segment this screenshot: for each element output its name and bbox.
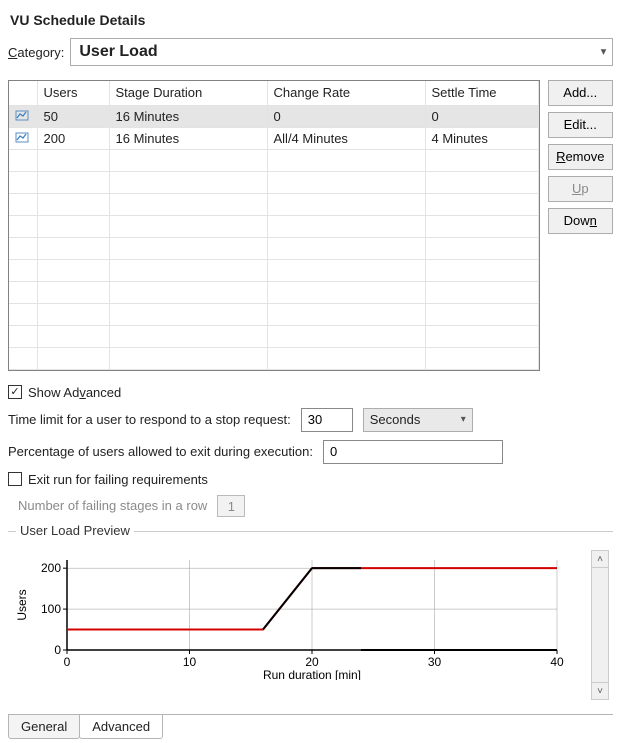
stage-icon <box>9 105 37 127</box>
svg-text:0: 0 <box>54 643 61 657</box>
svg-text:Users: Users <box>15 589 29 620</box>
table-row: . <box>9 325 538 347</box>
user-load-chart: 0 100 200 0 10 20 30 40 Users Run duration [min] <box>12 550 591 700</box>
preview-title: User Load Preview <box>16 523 134 538</box>
scroll-up-icon[interactable]: ˄ <box>592 551 608 568</box>
chevron-down-icon: ▾ <box>461 414 466 425</box>
category-select[interactable]: User Load ▾ <box>70 38 613 66</box>
timelimit-label: Time limit for a user to respond to a st… <box>8 412 291 427</box>
table-row: . <box>9 237 538 259</box>
failing-count-label: Number of failing stages in a row <box>18 498 207 513</box>
add-button[interactable]: Add... <box>548 80 613 106</box>
svg-text:100: 100 <box>41 602 61 616</box>
col-settle[interactable]: Settle Time <box>425 81 538 105</box>
timelimit-input[interactable] <box>301 408 353 432</box>
table-row[interactable]: 5016 Minutes00 <box>9 105 538 127</box>
cell-change: All/4 Minutes <box>267 127 425 149</box>
up-button[interactable]: Up <box>548 176 613 202</box>
table-row: . <box>9 149 538 171</box>
pct-input[interactable] <box>323 440 503 464</box>
cell-users: 50 <box>37 105 109 127</box>
edit-button[interactable]: Edit... <box>548 112 613 138</box>
cell-users: 200 <box>37 127 109 149</box>
table-row: . <box>9 171 538 193</box>
pct-label: Percentage of users allowed to exit duri… <box>8 444 313 459</box>
svg-text:Run duration [min]: Run duration [min] <box>263 668 361 680</box>
col-users[interactable]: Users <box>37 81 109 105</box>
col-change[interactable]: Change Rate <box>267 81 425 105</box>
down-button[interactable]: Down <box>548 208 613 234</box>
timelimit-unit-select[interactable]: Seconds ▾ <box>363 408 473 432</box>
cell-change: 0 <box>267 105 425 127</box>
failing-count-input: 1 <box>217 495 245 517</box>
remove-button[interactable]: Remove <box>548 144 613 170</box>
col-duration[interactable]: Stage Duration <box>109 81 267 105</box>
table-row: . <box>9 347 538 369</box>
svg-text:40: 40 <box>550 655 564 669</box>
show-advanced-checkbox[interactable]: ✓ <box>8 385 22 399</box>
svg-text:0: 0 <box>64 655 71 669</box>
table-row: . <box>9 303 538 325</box>
cell-settle: 4 Minutes <box>425 127 538 149</box>
tab-advanced[interactable]: Advanced <box>79 715 163 739</box>
cell-duration: 16 Minutes <box>109 127 267 149</box>
table-row: . <box>9 259 538 281</box>
category-label: Category: <box>8 45 64 60</box>
table-row: . <box>9 215 538 237</box>
exit-failing-label: Exit run for failing requirements <box>28 472 208 487</box>
tab-general[interactable]: General <box>8 715 80 739</box>
table-row[interactable]: 20016 MinutesAll/4 Minutes4 Minutes <box>9 127 538 149</box>
table-row: . <box>9 193 538 215</box>
table-header-row: Users Stage Duration Change Rate Settle … <box>9 81 538 105</box>
exit-failing-checkbox[interactable] <box>8 472 22 486</box>
chevron-down-icon: ▾ <box>601 47 606 58</box>
cell-duration: 16 Minutes <box>109 105 267 127</box>
table-row: . <box>9 281 538 303</box>
svg-text:30: 30 <box>428 655 442 669</box>
stages-table: Users Stage Duration Change Rate Settle … <box>8 80 540 371</box>
svg-text:200: 200 <box>41 561 61 575</box>
svg-text:10: 10 <box>183 655 197 669</box>
preview-scrollbar[interactable]: ˄ ˅ <box>591 550 609 700</box>
scroll-down-icon[interactable]: ˅ <box>592 682 608 699</box>
stage-icon <box>9 127 37 149</box>
svg-text:20: 20 <box>305 655 319 669</box>
panel-title: VU Schedule Details <box>8 6 613 38</box>
cell-settle: 0 <box>425 105 538 127</box>
show-advanced-label: Show Advanced <box>28 385 121 400</box>
